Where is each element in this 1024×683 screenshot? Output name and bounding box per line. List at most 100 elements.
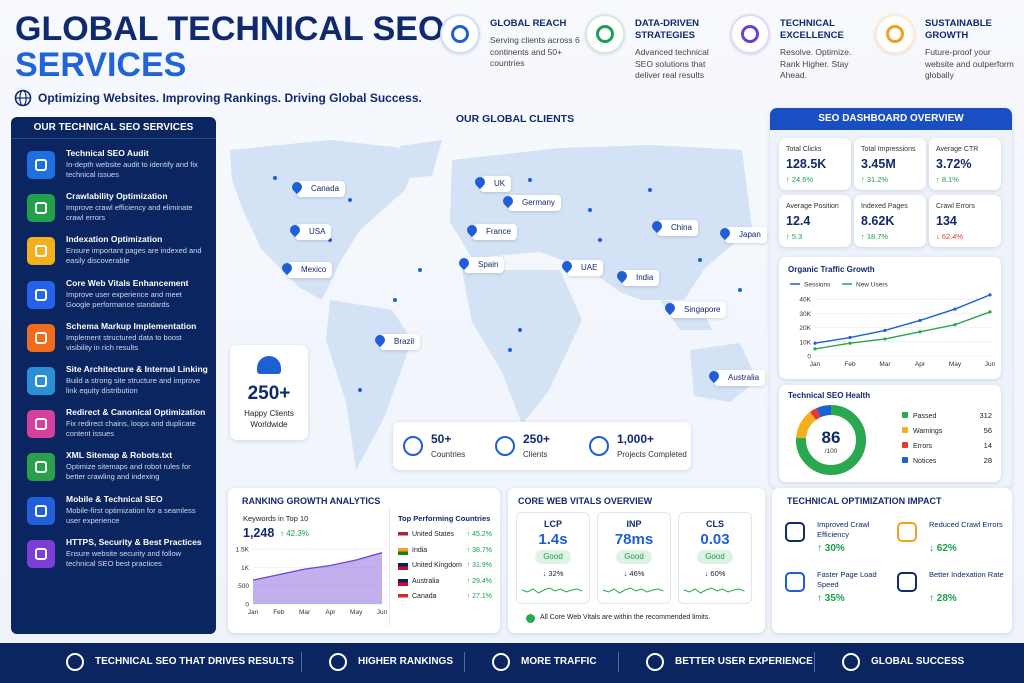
tagline: Optimizing Websites. Improving Rankings.… bbox=[38, 91, 422, 105]
cwv-metric-card bbox=[597, 512, 671, 604]
feature-title: DATA-DRIVEN STRATEGIES bbox=[635, 18, 700, 41]
service-desc: Ensure important pages are indexed and e… bbox=[66, 246, 202, 266]
footer-text: HIGHER RANKINGS bbox=[358, 656, 454, 667]
legend-swatch bbox=[902, 442, 908, 448]
impact-icon bbox=[897, 572, 917, 592]
line-point bbox=[813, 341, 817, 345]
service-icon-glyph bbox=[35, 245, 47, 258]
feature-icon-dot bbox=[451, 25, 469, 43]
legend-swatch bbox=[902, 427, 908, 433]
title-line-2: SERVICES bbox=[15, 46, 187, 84]
feature-icon bbox=[585, 14, 625, 54]
x-tick-label: May bbox=[949, 361, 962, 368]
map-dot bbox=[358, 388, 362, 392]
line-point bbox=[883, 328, 887, 332]
traffic-title: Organic Traffic Growth bbox=[788, 265, 875, 274]
ranking-title: RANKING GROWTH ANALYTICS bbox=[242, 496, 381, 506]
impact-item-title: Reduced Crawl Errors bbox=[929, 520, 1003, 529]
country-change: ↑ 38.7% bbox=[466, 546, 492, 554]
x-tick-label: Jan bbox=[810, 361, 821, 368]
impact-card bbox=[772, 488, 1012, 633]
country-change: ↑ 31.9% bbox=[466, 562, 492, 569]
health-title: Technical SEO Health bbox=[788, 391, 871, 400]
x-tick-label: Mar bbox=[879, 361, 891, 368]
location-label: France bbox=[472, 224, 517, 240]
service-desc: Improve user experience and meet Google … bbox=[66, 289, 182, 309]
map-dot bbox=[273, 176, 277, 180]
keywords-label: Keywords in Top 10 bbox=[243, 514, 309, 523]
location-label: UAE bbox=[567, 260, 604, 276]
feature-icon-dot bbox=[596, 25, 614, 43]
x-tick-label: Feb bbox=[273, 609, 285, 616]
feature-text: Advanced technical SEO solutions that de… bbox=[635, 47, 709, 80]
service-desc: Improve crawl efficiency and eliminate c… bbox=[66, 203, 193, 223]
legend-value: 28 bbox=[984, 456, 992, 465]
traffic-card bbox=[779, 257, 1001, 379]
service-title: Schema Markup Implementation bbox=[66, 320, 197, 331]
sparkline bbox=[683, 587, 745, 594]
line-point bbox=[988, 293, 992, 297]
kpi-card bbox=[854, 195, 926, 247]
country-name: Canada bbox=[412, 593, 437, 600]
title-line-1: GLOBAL TECHNICAL SEO bbox=[15, 10, 445, 48]
legend-value: 14 bbox=[984, 441, 992, 450]
service-desc: Implement structured data to boost visib… bbox=[66, 332, 182, 352]
service-icon-glyph bbox=[35, 331, 47, 344]
service-icon bbox=[27, 367, 55, 395]
country-flag bbox=[398, 532, 408, 539]
service-title: Core Web Vitals Enhancement bbox=[66, 277, 189, 288]
service-icon bbox=[27, 496, 55, 525]
service-icon bbox=[27, 323, 55, 352]
kpi-change: ↑ 8.1% bbox=[936, 175, 959, 184]
service-icon bbox=[27, 151, 55, 179]
cwv-name: CLS bbox=[706, 519, 724, 529]
cwv-value: 0.03 bbox=[700, 531, 730, 548]
service-title: Technical SEO Audit bbox=[66, 148, 149, 158]
kpi-change: ↑ 18.7% bbox=[861, 232, 889, 241]
country-name: India bbox=[412, 546, 428, 554]
impact-change: ↑ 35% bbox=[817, 593, 845, 604]
line-series bbox=[814, 311, 991, 350]
kpi-value: 8.62K bbox=[861, 214, 895, 228]
footer-separator bbox=[814, 652, 815, 672]
cwv-value: 1.4s bbox=[538, 531, 568, 548]
kpi-change: ↑ 31.2% bbox=[861, 175, 889, 184]
stat-label: Projects Completed bbox=[617, 450, 687, 459]
location-label: UK bbox=[480, 176, 512, 192]
impact-item-title: Faster Page Load Speed bbox=[817, 570, 877, 589]
kpi-card bbox=[854, 138, 926, 190]
country-change: ↑ 27.1% bbox=[466, 593, 492, 600]
stat-value: 50+ bbox=[431, 432, 452, 446]
line-point bbox=[953, 307, 957, 311]
location-label: India bbox=[622, 270, 660, 286]
happy-label: Happy Clients Worldwide bbox=[244, 409, 294, 429]
location-label: Singapore bbox=[670, 302, 727, 318]
kpi-card bbox=[779, 195, 851, 247]
cwv-change: ↓ 32% bbox=[542, 569, 564, 578]
x-tick-label: Mar bbox=[299, 609, 311, 616]
stat-value: 1,000+ bbox=[617, 432, 655, 446]
map-dot bbox=[393, 298, 397, 302]
footer-separator bbox=[464, 652, 465, 672]
map-dot bbox=[418, 268, 422, 272]
footer-text: TECHNICAL SEO THAT DRIVES RESULTS bbox=[95, 656, 294, 667]
footer-icon bbox=[329, 653, 347, 671]
donut-segment bbox=[796, 412, 817, 439]
service-icon bbox=[27, 280, 55, 309]
keywords-change: ↑ 42.3% bbox=[280, 529, 309, 538]
location-label: Canada bbox=[297, 181, 346, 197]
line-point bbox=[883, 337, 887, 341]
happy-icon bbox=[257, 356, 281, 374]
legend-label: Passed bbox=[913, 413, 936, 420]
line-point bbox=[953, 323, 957, 327]
map-dot bbox=[648, 188, 652, 192]
kpi-label: Total Clicks bbox=[786, 146, 822, 153]
legend-label: New Users bbox=[856, 282, 889, 289]
map-dot bbox=[738, 288, 742, 292]
service-icon-glyph bbox=[35, 418, 47, 431]
y-tick-label: 0 bbox=[807, 354, 811, 361]
country-change: ↑ 29.4% bbox=[466, 577, 492, 585]
map-dot bbox=[508, 348, 512, 352]
stat-icon bbox=[403, 436, 423, 456]
x-tick-label: May bbox=[350, 609, 363, 616]
